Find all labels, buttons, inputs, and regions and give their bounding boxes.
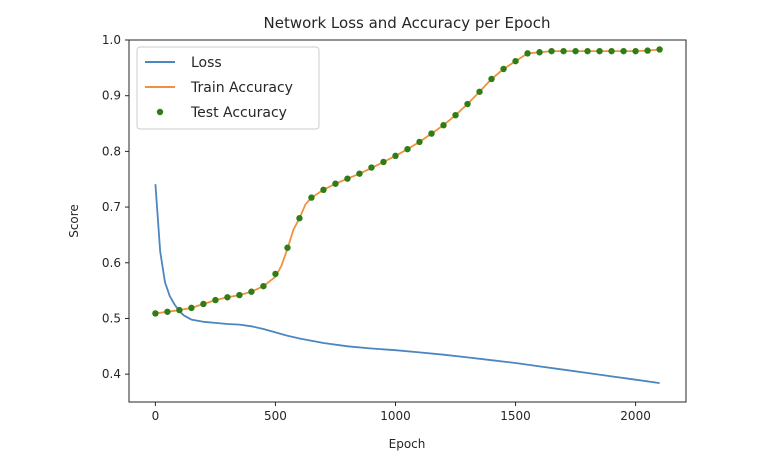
test-accuracy-point [536,49,543,56]
plot-frame [128,39,687,403]
test-accuracy-point [464,100,471,108]
test-accuracy-point [392,152,399,160]
test-accuracy-point [152,310,159,317]
test-accuracy-point [344,175,351,182]
test-accuracy-point [200,300,207,308]
y-tick-label: 0.8 [102,144,121,158]
test-accuracy-point [296,215,303,222]
test-accuracy-point [224,294,231,301]
legend-swatch [156,108,164,116]
test-accuracy-point [416,138,423,146]
chart-title: Network Loss and Accuracy per Epoch [264,14,551,32]
test-accuracy-point [488,75,495,83]
test-accuracy-point [260,282,267,290]
y-axis-label: Score [67,204,81,238]
test-accuracy-point [284,244,291,251]
legend-label: Test Accuracy [190,105,287,121]
x-tick-label: 2000 [620,409,651,423]
test-accuracy-point [320,186,327,194]
series-line-train-accuracy [155,48,660,315]
legend-label: Loss [191,55,222,71]
test-accuracy-point [656,46,663,53]
series-line-loss [154,184,660,384]
y-tick-label: 0.5 [102,311,121,325]
test-accuracy-point [404,145,411,153]
y-tick-label: 0.9 [102,89,121,103]
x-tick-label: 0 [152,409,160,423]
test-accuracy-point [272,270,279,278]
test-accuracy-point [428,130,435,137]
test-accuracy-point [356,170,363,177]
test-accuracy-point [620,47,627,55]
test-accuracy-point [548,47,555,55]
test-accuracy-point [632,47,639,55]
plot-area [152,46,663,384]
test-accuracy-point [608,47,615,55]
test-accuracy-point [176,306,183,314]
test-accuracy-point [596,47,603,55]
legend-box [136,46,320,130]
test-accuracy-point [644,47,651,54]
test-accuracy-point [248,288,255,295]
test-accuracy-point [524,50,531,57]
x-axis-label: Epoch [389,437,426,451]
y-tick-label: 0.4 [102,367,121,381]
test-accuracy-point [308,194,315,201]
test-accuracy-point [452,111,459,119]
test-accuracy-point [188,304,195,312]
x-axis: 0 500 1000 1500 2000 [152,402,651,423]
legend: Loss Train Accuracy Test Accuracy [136,46,320,130]
test-accuracy-point [560,47,567,55]
test-accuracy-point [500,65,507,73]
x-tick-label: 1500 [500,409,531,423]
x-tick-label: 1000 [380,409,411,423]
y-tick-label: 0.6 [102,256,121,270]
test-accuracy-point [440,122,447,129]
y-axis: 0.4 0.5 0.6 0.7 0.8 0.9 1.0 [102,33,129,381]
test-accuracy-point [332,180,339,187]
y-tick-label: 1.0 [102,33,121,47]
test-accuracy-point [584,47,591,55]
test-accuracy-point [164,308,171,315]
test-accuracy-point [368,164,375,171]
y-tick-label: 0.7 [102,200,121,214]
x-tick-label: 500 [264,409,287,423]
test-accuracy-point [476,88,483,95]
test-accuracy-point [212,296,219,304]
test-accuracy-point [236,291,243,299]
test-accuracy-point [572,47,579,55]
test-accuracy-point [512,57,519,65]
test-accuracy-point [380,158,387,166]
legend-label: Train Accuracy [190,80,293,96]
